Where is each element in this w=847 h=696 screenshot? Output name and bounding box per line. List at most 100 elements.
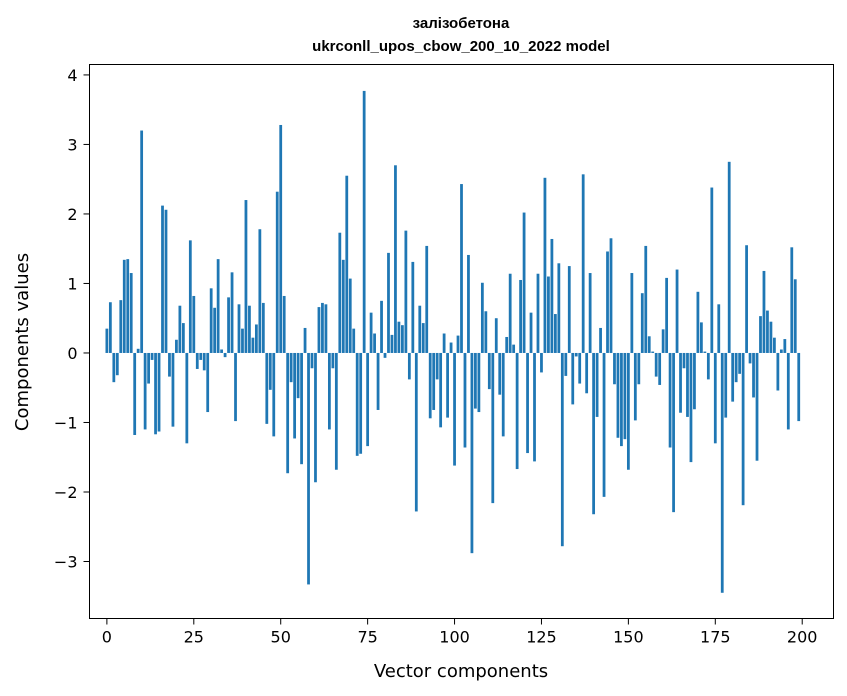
bar-56 bbox=[300, 352, 303, 465]
bar-147 bbox=[616, 352, 620, 438]
bar-183 bbox=[741, 352, 745, 506]
bar-94 bbox=[432, 352, 436, 410]
bar-176 bbox=[717, 304, 721, 353]
bar-105 bbox=[470, 352, 474, 554]
bar-63 bbox=[324, 304, 328, 353]
bar-189 bbox=[762, 270, 766, 353]
bar-151 bbox=[630, 273, 634, 353]
bar-195 bbox=[783, 339, 787, 353]
bar-10 bbox=[140, 130, 144, 353]
bar-91 bbox=[421, 323, 425, 353]
plot-frame bbox=[89, 64, 834, 619]
bar-88 bbox=[411, 261, 415, 353]
bar-15 bbox=[157, 352, 161, 432]
bar-25 bbox=[192, 295, 196, 353]
y-tick-label-1: 1 bbox=[67, 274, 77, 293]
bar-74 bbox=[362, 90, 366, 353]
bar-76 bbox=[369, 312, 373, 353]
bar-46 bbox=[265, 352, 269, 424]
bar-120 bbox=[522, 212, 526, 353]
bar-133 bbox=[567, 266, 571, 353]
x-tick-label-125: 125 bbox=[526, 628, 557, 647]
bar-141 bbox=[595, 352, 599, 417]
bar-96 bbox=[439, 352, 443, 428]
bar-53 bbox=[289, 352, 293, 383]
x-axis-label: Vector components bbox=[374, 661, 548, 682]
y-axis: −3 −2 −1 0 1 2 3 4 bbox=[54, 66, 90, 572]
bar-179 bbox=[727, 161, 731, 353]
y-tick-label-2: 2 bbox=[67, 205, 77, 224]
bar-177 bbox=[720, 352, 724, 593]
bar-181 bbox=[734, 352, 738, 383]
bar-80 bbox=[383, 352, 387, 358]
bar-26 bbox=[195, 352, 199, 369]
bar-93 bbox=[428, 352, 432, 419]
bars-group bbox=[105, 90, 801, 593]
bar-17 bbox=[164, 209, 168, 353]
bar-112 bbox=[494, 318, 498, 353]
y-axis-label: Components values bbox=[12, 253, 33, 431]
bar-58 bbox=[307, 352, 310, 585]
bar-137 bbox=[581, 174, 585, 353]
bar-62 bbox=[321, 302, 324, 353]
bar-146 bbox=[613, 352, 616, 385]
bar-14 bbox=[154, 352, 157, 435]
bar-44 bbox=[258, 229, 262, 353]
bar-7 bbox=[129, 273, 133, 353]
bar-110 bbox=[487, 352, 491, 390]
bar-155 bbox=[644, 245, 648, 353]
bar-28 bbox=[202, 352, 206, 371]
bar-34 bbox=[223, 352, 227, 358]
bar-16 bbox=[161, 205, 164, 353]
x-tick-label-150: 150 bbox=[613, 628, 644, 647]
bar-152 bbox=[633, 352, 637, 421]
bar-68 bbox=[341, 259, 345, 353]
bar-18 bbox=[168, 352, 171, 377]
bar-64 bbox=[327, 352, 331, 430]
bar-2 bbox=[112, 352, 116, 383]
bar-132 bbox=[564, 352, 568, 376]
x-tick-label-200: 200 bbox=[787, 628, 818, 647]
x-tick-label-75: 75 bbox=[357, 628, 377, 647]
bar-97 bbox=[442, 333, 446, 353]
bar-180 bbox=[731, 352, 735, 402]
bar-6 bbox=[126, 259, 130, 353]
bar-75 bbox=[366, 352, 370, 447]
bar-148 bbox=[620, 352, 623, 447]
bar-140 bbox=[592, 352, 596, 515]
bar-39 bbox=[241, 328, 244, 353]
bar-3 bbox=[115, 352, 119, 376]
bar-130 bbox=[557, 263, 561, 353]
bar-40 bbox=[244, 200, 248, 353]
bar-11 bbox=[143, 352, 147, 430]
bar-37 bbox=[234, 352, 237, 422]
bar-79 bbox=[380, 300, 383, 353]
bar-83 bbox=[394, 165, 397, 353]
bar-165 bbox=[679, 352, 682, 413]
bar-42 bbox=[251, 337, 255, 353]
bar-90 bbox=[418, 305, 422, 353]
bar-131 bbox=[560, 352, 564, 547]
bar-19 bbox=[171, 352, 175, 427]
bar-47 bbox=[268, 352, 272, 390]
bar-128 bbox=[550, 238, 554, 353]
bar-115 bbox=[505, 336, 509, 353]
bar-72 bbox=[355, 352, 359, 456]
bar-104 bbox=[467, 254, 470, 353]
bar-185 bbox=[748, 352, 752, 364]
bar-127 bbox=[547, 276, 550, 353]
x-tick-label-25: 25 bbox=[184, 628, 204, 647]
bar-101 bbox=[456, 335, 460, 353]
bar-12 bbox=[147, 352, 150, 384]
bar-187 bbox=[755, 352, 759, 461]
bar-103 bbox=[463, 352, 467, 448]
bar-186 bbox=[752, 352, 755, 398]
bar-32 bbox=[216, 259, 220, 353]
y-tick-label-3: 3 bbox=[67, 135, 77, 154]
bar-168 bbox=[689, 352, 693, 463]
bar-116 bbox=[508, 273, 512, 353]
bar-163 bbox=[672, 352, 675, 513]
bar-66 bbox=[334, 352, 338, 470]
bar-171 bbox=[699, 322, 703, 353]
